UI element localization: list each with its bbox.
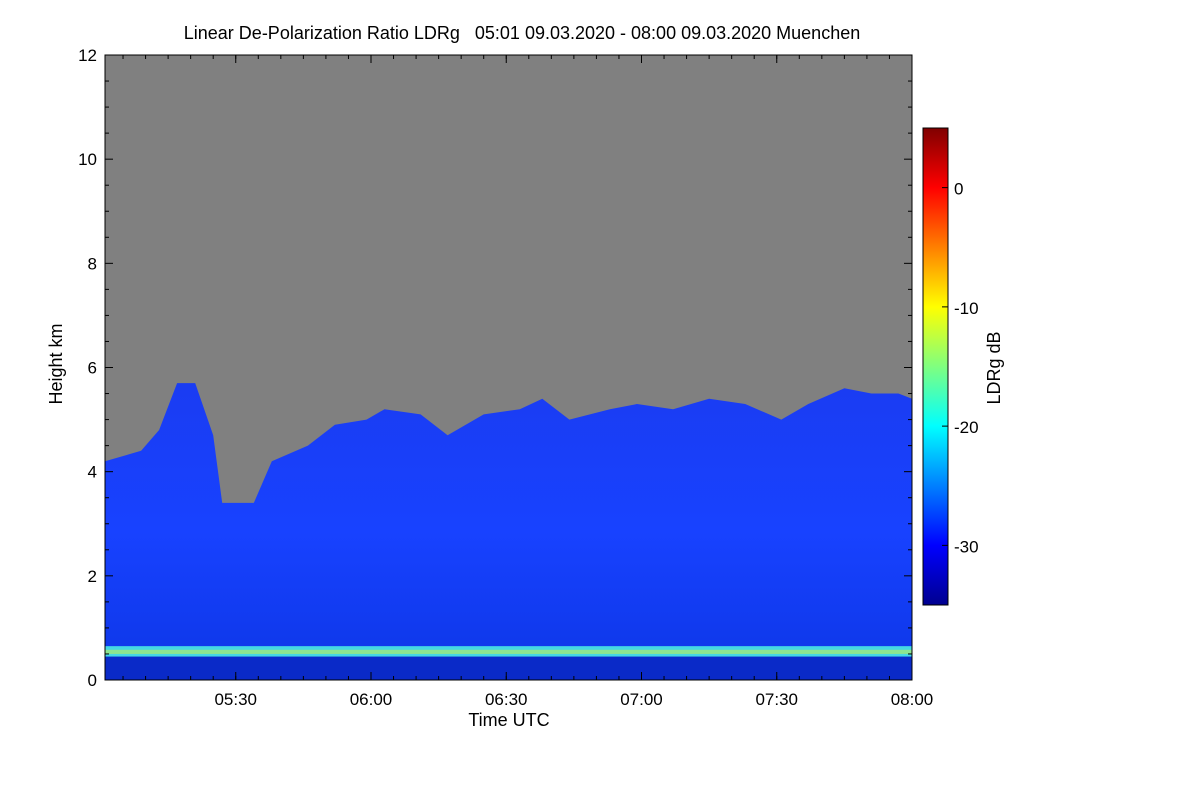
x-tick-label: 07:30 <box>755 690 798 709</box>
colorbar-tick-label: -30 <box>954 537 979 556</box>
x-axis-label: Time UTC <box>468 710 549 730</box>
x-tick-label: 05:30 <box>214 690 257 709</box>
colorbar: 0 -10 -20 -30 <box>922 127 979 606</box>
chart-title: Linear De-Polarization Ratio LDRg 05:01 … <box>184 23 860 43</box>
x-axis: 05:30 06:00 06:30 07:00 07:30 08:00 <box>122 55 934 709</box>
y-tick-label: 12 <box>78 46 97 65</box>
colorbar-tick-label: -20 <box>954 418 979 437</box>
colorbar-tick-label: -10 <box>954 299 979 318</box>
aerosol-layer <box>105 383 912 680</box>
colorbar-label: LDRg dB <box>984 331 1004 404</box>
plot-area <box>104 54 913 681</box>
y-tick-label: 10 <box>78 150 97 169</box>
x-tick-label: 06:00 <box>350 690 393 709</box>
colorbar-scale <box>922 127 949 606</box>
y-tick-label: 0 <box>88 671 97 690</box>
x-tick-label: 08:00 <box>891 690 934 709</box>
y-tick-label: 2 <box>88 567 97 586</box>
y-axis-label: Height km <box>46 323 66 404</box>
x-tick-label: 06:30 <box>485 690 528 709</box>
x-tick-label: 07:00 <box>620 690 663 709</box>
near-surface-band <box>105 656 912 680</box>
y-tick-label: 6 <box>88 359 97 378</box>
colorbar-ticks: 0 -10 -20 -30 <box>942 180 979 556</box>
y-tick-label: 8 <box>88 254 97 273</box>
y-axis: 0 2 4 6 8 10 12 <box>78 46 912 690</box>
y-tick-label: 4 <box>88 463 97 482</box>
colorbar-tick-label: 0 <box>954 180 963 199</box>
boundary-layer-core <box>105 649 912 654</box>
